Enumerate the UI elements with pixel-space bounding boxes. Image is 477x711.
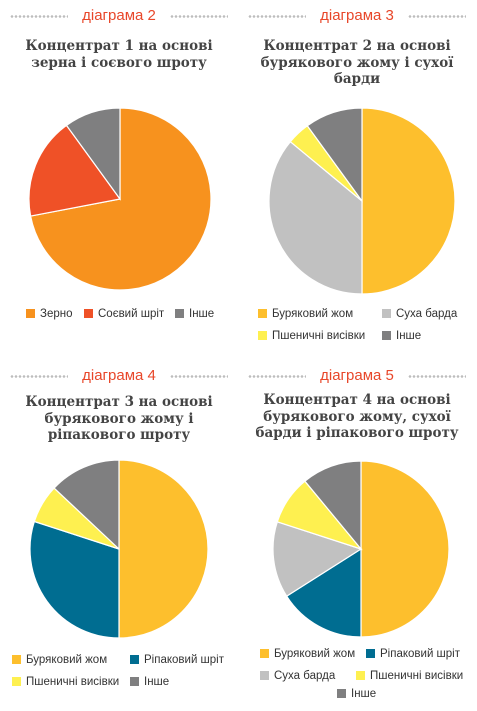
legend-item-beet-pulp: Буряковий жом bbox=[12, 654, 107, 667]
legend-label: Інше bbox=[144, 676, 170, 688]
pie-slice-rapeseed-meal bbox=[29, 520, 120, 639]
legend-item-rapeseed-meal: Ріпаковий шріт bbox=[366, 648, 460, 661]
legend-swatch bbox=[12, 677, 21, 686]
legend-label: Буряковий жом bbox=[274, 648, 356, 660]
legend-label: Пшеничні висівки bbox=[370, 670, 464, 682]
pie-chart bbox=[29, 459, 209, 639]
chart-panel-4: діаграма 5 Концентрат 4 на основі буряко… bbox=[238, 362, 476, 707]
pie-chart bbox=[272, 460, 450, 638]
chart-legend: Буряковий жом Суха барда Пшеничні висівки І… bbox=[238, 308, 476, 348]
legend-label: Суха барда bbox=[274, 670, 336, 682]
legend-item-beet-pulp: Буряковий жом bbox=[260, 648, 355, 661]
dotted-divider bbox=[408, 375, 466, 378]
legend-swatch bbox=[356, 671, 365, 680]
pie-slice-other bbox=[304, 460, 362, 551]
pie-slice-dry-stillage bbox=[268, 140, 363, 295]
pie-slice-beet-pulp bbox=[360, 460, 450, 638]
pie-slice-other bbox=[306, 107, 363, 203]
pie-slice-beet-pulp bbox=[118, 459, 209, 639]
legend-label: Ріпаковий шріт bbox=[144, 654, 225, 666]
dotted-divider bbox=[10, 15, 68, 18]
legend-item-dry-stillage: Суха барда bbox=[260, 670, 335, 683]
legend-swatch bbox=[366, 649, 375, 658]
pie-chart bbox=[28, 107, 212, 291]
pie-slice-dry-stillage bbox=[272, 521, 363, 597]
legend-item-other: Інше bbox=[175, 308, 214, 321]
legend-label: Пшеничні висівки bbox=[26, 676, 120, 688]
legend-label: Ріпаковий шріт bbox=[380, 648, 461, 660]
pie-slice-soybean-meal bbox=[28, 124, 122, 217]
legend-label: Соєвий шріт bbox=[98, 308, 165, 320]
chart-panel-2: діаграма 3 Концентрат 2 на основі буряко… bbox=[238, 0, 476, 352]
legend-swatch bbox=[175, 309, 184, 318]
legend-swatch bbox=[12, 655, 21, 664]
chart-panel-3: діаграма 4 Концентрат 3 на основі буряко… bbox=[0, 362, 238, 702]
chart-title: Концентрат 2 на основі бурякового жому і… bbox=[260, 38, 454, 87]
legend-item-wheat-bran: Пшеничні висівки bbox=[258, 330, 365, 343]
legend-swatch bbox=[84, 309, 93, 318]
chart-label: діаграма 4 bbox=[82, 367, 156, 384]
dotted-divider bbox=[170, 375, 228, 378]
legend-item-other: Інше bbox=[382, 330, 421, 343]
legend-label: Інше bbox=[189, 308, 215, 320]
legend-item-beet-pulp: Буряковий жом bbox=[258, 308, 353, 321]
legend-swatch bbox=[258, 331, 267, 340]
chart-label: діаграма 3 bbox=[320, 7, 394, 24]
chart-title: Концентрат 4 на основі бурякового жому, … bbox=[255, 392, 459, 441]
pie-slice-other bbox=[65, 107, 121, 201]
legend-item-grain: Зерно bbox=[26, 308, 72, 321]
legend-item-soybean-meal: Соєвий шріт bbox=[84, 308, 164, 321]
chart-legend: Буряковий жом Ріпаковий шріт Суха барда Пше… bbox=[238, 648, 476, 706]
pie-slice-beet-pulp bbox=[361, 107, 456, 295]
legend-swatch bbox=[26, 309, 35, 318]
dotted-divider bbox=[408, 15, 466, 18]
pie-slice-other bbox=[53, 459, 120, 551]
legend-swatch bbox=[260, 671, 269, 680]
chart-title: Концентрат 1 на основі зерна і соєвого ш… bbox=[25, 38, 213, 71]
chart-legend: Буряковий жом Ріпаковий шріт Пшеничні висі… bbox=[0, 654, 238, 694]
legend-swatch bbox=[130, 677, 139, 686]
legend-item-dry-stillage: Суха барда bbox=[382, 308, 457, 321]
legend-label: Буряковий жом bbox=[26, 654, 108, 666]
chart-legend: Зерно Соєвий шріт Інше bbox=[0, 308, 238, 328]
legend-label: Буряковий жом bbox=[272, 308, 354, 320]
chart-title: Концентрат 3 на основі бурякового жому і… bbox=[25, 394, 213, 443]
dotted-divider bbox=[170, 15, 228, 18]
legend-swatch bbox=[130, 655, 139, 664]
legend-item-other: Інше bbox=[337, 688, 376, 701]
legend-label: Пшеничні висівки bbox=[272, 330, 366, 342]
legend-swatch bbox=[258, 309, 267, 318]
chart-label: діаграма 2 bbox=[82, 7, 156, 24]
pie-slice-grain bbox=[29, 107, 212, 291]
chart-panel-1: діаграма 2 Концентрат 1 на основі зерна … bbox=[0, 0, 238, 340]
dotted-divider bbox=[248, 375, 306, 378]
legend-item-wheat-bran: Пшеничні висівки bbox=[356, 670, 463, 683]
dotted-divider bbox=[248, 15, 306, 18]
legend-swatch bbox=[260, 649, 269, 658]
pie-chart bbox=[268, 107, 456, 295]
chart-label: діаграма 5 bbox=[320, 367, 394, 384]
legend-label: Суха барда bbox=[396, 308, 458, 320]
legend-label: Інше bbox=[351, 688, 377, 700]
legend-swatch bbox=[382, 309, 391, 318]
legend-swatch bbox=[337, 689, 346, 698]
legend-item-rapeseed-meal: Ріпаковий шріт bbox=[130, 654, 224, 667]
legend-item-wheat-bran: Пшеничні висівки bbox=[12, 676, 119, 689]
legend-label: Інше bbox=[396, 330, 422, 342]
legend-item-other: Інше bbox=[130, 676, 169, 689]
pie-slice-rapeseed-meal bbox=[285, 547, 362, 638]
legend-label: Зерно bbox=[40, 308, 73, 320]
legend-swatch bbox=[382, 331, 391, 340]
dotted-divider bbox=[10, 375, 68, 378]
